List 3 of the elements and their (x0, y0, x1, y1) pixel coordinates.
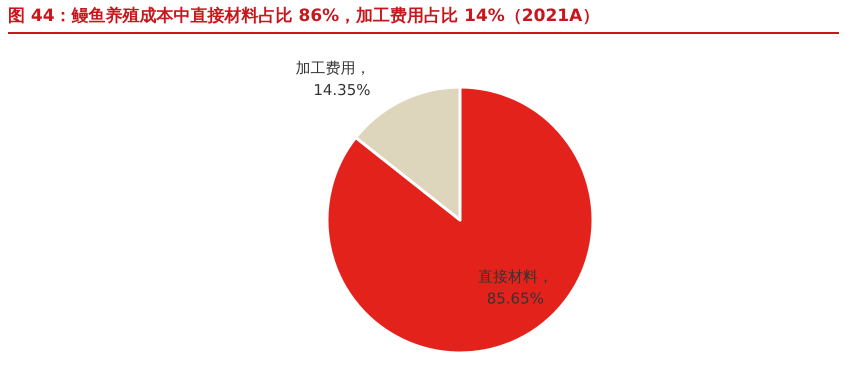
slice-label: 加工费用，14.35% (296, 58, 371, 99)
slice-label: 直接材料，85.65% (478, 268, 553, 308)
chart-title: 图 44：鳗鱼养殖成本中直接材料占比 86%，加工费用占比 14%（2021A） (8, 4, 839, 34)
